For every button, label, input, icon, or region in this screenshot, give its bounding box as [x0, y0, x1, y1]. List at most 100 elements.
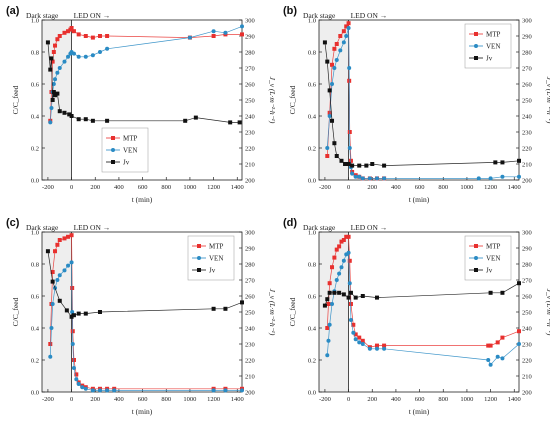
- x-tick-label: 1000: [460, 184, 473, 191]
- y-left-axis-title: C/C_feed: [11, 85, 20, 114]
- data-point: [325, 326, 330, 330]
- y-right-tick-label: 220: [245, 145, 255, 152]
- data-point: [71, 366, 76, 370]
- x-tick-label: -200: [319, 184, 331, 191]
- data-point: [83, 386, 88, 391]
- y-right-tick-label: 300: [522, 17, 532, 24]
- data-point: [74, 377, 79, 382]
- data-point: [50, 98, 55, 102]
- data-point: [347, 66, 352, 70]
- x-tick-label: 400: [391, 396, 401, 403]
- data-point: [62, 268, 67, 273]
- legend-marker: [197, 268, 201, 272]
- series-jv: [45, 249, 244, 319]
- data-point: [486, 343, 491, 348]
- data-point: [53, 43, 58, 48]
- y-left-axis-title: C/C_feed: [288, 85, 297, 114]
- series-ven: [48, 24, 244, 125]
- series-jv: [322, 40, 521, 168]
- data-point: [71, 358, 76, 362]
- data-point: [382, 176, 387, 181]
- y-right-tick-label: 250: [245, 97, 255, 104]
- y-right-tick-label: 270: [245, 65, 255, 72]
- x-tick-label: 800: [161, 184, 171, 191]
- legend-marker: [474, 32, 478, 36]
- data-point: [339, 239, 344, 244]
- y-right-tick-label: 250: [245, 309, 255, 316]
- data-point: [348, 290, 353, 295]
- data-point: [334, 58, 339, 62]
- y-left-tick-label: 0.4: [31, 325, 40, 332]
- data-point: [334, 154, 339, 158]
- data-point: [353, 174, 358, 179]
- data-point: [183, 118, 188, 123]
- data-point: [500, 160, 505, 165]
- data-point: [83, 34, 88, 38]
- annotation-led-on: LED ON →: [74, 11, 111, 20]
- data-point: [97, 388, 102, 393]
- legend-label: Jv: [486, 55, 493, 63]
- data-point: [337, 271, 342, 276]
- data-point: [338, 48, 343, 53]
- data-point: [330, 302, 335, 306]
- series-mtp: [325, 234, 521, 350]
- y-left-tick-label: 1.0: [31, 229, 39, 236]
- data-point: [66, 234, 71, 239]
- data-point: [500, 356, 505, 361]
- data-point: [45, 249, 50, 254]
- y-left-tick-label: 0.4: [31, 113, 40, 120]
- data-point: [500, 290, 505, 295]
- data-point: [500, 174, 505, 179]
- data-point: [360, 294, 365, 298]
- data-point: [322, 40, 327, 45]
- series-ven: [48, 260, 244, 393]
- data-point: [66, 29, 71, 34]
- x-tick-label: 1400: [508, 396, 521, 403]
- data-point: [339, 265, 344, 270]
- legend-label: Jv: [486, 267, 493, 275]
- legend-marker: [474, 44, 478, 48]
- data-point: [57, 109, 62, 114]
- x-tick-label: 1400: [231, 184, 244, 191]
- data-point: [360, 342, 365, 346]
- y-left-tick-label: 0.6: [308, 81, 317, 88]
- data-point: [353, 332, 358, 337]
- x-tick-label: 0: [70, 396, 73, 403]
- y-right-tick-label: 260: [245, 293, 255, 300]
- y-left-tick-label: 0.2: [308, 357, 316, 364]
- legend-marker: [197, 256, 201, 260]
- series-jv: [322, 281, 521, 308]
- data-point: [55, 70, 60, 75]
- data-point: [71, 29, 76, 34]
- data-point: [374, 295, 379, 300]
- data-point: [50, 270, 55, 274]
- legend: MTP VEN Jv: [464, 23, 512, 69]
- y-right-tick-label: 270: [522, 65, 532, 72]
- data-point: [240, 300, 244, 305]
- data-point: [346, 295, 351, 300]
- data-point: [350, 163, 355, 168]
- data-point: [55, 37, 60, 42]
- y-left-tick-label: 0.8: [31, 49, 39, 56]
- y-right-tick-label: 200: [522, 389, 532, 396]
- data-point: [55, 278, 60, 282]
- y-right-tick-label: 260: [522, 81, 532, 88]
- data-point: [330, 118, 335, 123]
- y-right-tick-label: 260: [245, 81, 255, 88]
- data-point: [69, 314, 74, 319]
- data-point: [346, 250, 351, 255]
- data-point: [495, 354, 500, 359]
- series-mtp: [48, 26, 244, 123]
- data-point: [330, 82, 335, 86]
- panel-label: (c): [6, 217, 20, 229]
- y-right-tick-label: 210: [522, 373, 532, 380]
- chart-panel-3: -200 0 200 400 600 800 1000 1200 1400 0.0 0.2 0.4 0.…: [6, 217, 277, 416]
- data-point: [332, 66, 337, 70]
- data-point: [346, 21, 351, 26]
- data-point: [50, 59, 55, 64]
- data-point: [347, 146, 352, 150]
- legend-label: VEN: [209, 255, 223, 263]
- x-tick-label: 600: [138, 396, 148, 403]
- data-point: [90, 118, 95, 123]
